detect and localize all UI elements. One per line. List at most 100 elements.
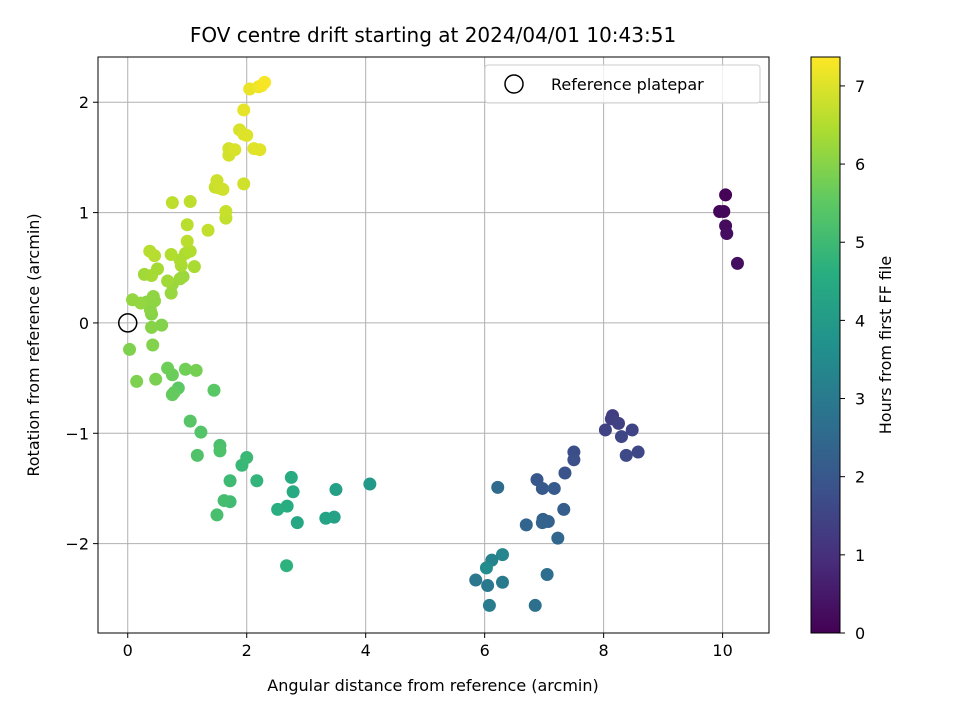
data-point	[183, 195, 197, 209]
data-points	[123, 75, 744, 612]
legend-marker	[504, 74, 524, 94]
x-tick-label: 2	[242, 641, 252, 660]
colorbar-tick-label: 1	[855, 546, 865, 565]
data-point	[161, 274, 175, 288]
data-point	[165, 196, 179, 210]
data-point	[567, 453, 581, 467]
data-point	[551, 531, 565, 545]
data-point	[207, 383, 221, 397]
data-point	[123, 342, 137, 356]
y-axis-label: Rotation from reference (arcmin)	[24, 213, 43, 476]
data-point	[176, 270, 190, 284]
data-point	[148, 249, 162, 263]
data-point	[528, 598, 542, 612]
data-point	[216, 182, 230, 196]
data-point	[201, 223, 215, 237]
colorbar-tick-label: 5	[855, 233, 865, 252]
data-point	[598, 423, 612, 437]
data-point	[223, 474, 237, 488]
data-point	[535, 516, 549, 530]
y-tick-label: −1	[65, 424, 89, 443]
data-point	[228, 143, 242, 157]
data-point	[240, 451, 254, 465]
data-point	[271, 502, 285, 516]
chart-title: FOV centre drift starting at 2024/04/01 …	[190, 23, 676, 47]
colorbar-tick-label: 2	[855, 468, 865, 487]
data-point	[547, 481, 561, 495]
data-point	[258, 75, 272, 89]
x-tick-label: 0	[123, 641, 133, 660]
x-tick-label: 10	[712, 641, 732, 660]
legend-box	[484, 64, 761, 104]
reference-platepar-marker	[117, 313, 138, 333]
data-point	[183, 244, 197, 258]
data-point	[180, 234, 194, 248]
colorbar-label: Hours from first FF file	[876, 256, 895, 435]
colorbar-gradient	[810, 56, 841, 634]
legend-entry-reference-platepar: Reference platepar	[551, 75, 704, 94]
data-point	[134, 296, 148, 310]
colorbar-tick-label: 3	[855, 390, 865, 409]
data-point	[535, 481, 549, 495]
data-point	[479, 561, 493, 575]
data-point	[329, 483, 343, 497]
data-point	[612, 416, 626, 430]
data-point	[146, 338, 160, 352]
data-point	[319, 511, 333, 525]
y-tick-label: 1	[79, 204, 89, 223]
x-axis-ticks: 0 2 4 6 8 10	[123, 633, 733, 660]
data-point	[717, 204, 731, 218]
colorbar-tick-label: 6	[855, 155, 865, 174]
data-point	[187, 260, 201, 274]
data-point	[194, 425, 208, 439]
data-point	[190, 448, 204, 462]
data-point	[496, 548, 510, 562]
data-point	[210, 508, 224, 522]
data-point	[189, 363, 203, 377]
data-point	[719, 188, 733, 202]
colorbar: 0 1 2 3 4 5 6 7 Hours from first FF file	[810, 56, 895, 643]
data-point	[290, 516, 304, 530]
data-point	[165, 388, 179, 402]
data-point	[253, 143, 267, 157]
y-axis-ticks: −2 −1 0 1 2	[65, 93, 98, 554]
data-point	[482, 598, 496, 612]
colorbar-tick-label: 4	[855, 311, 865, 330]
data-point	[286, 485, 300, 499]
data-point	[519, 518, 533, 532]
x-axis-label: Angular distance from reference (arcmin)	[267, 676, 598, 695]
data-point	[284, 470, 298, 484]
plot-frame	[97, 56, 770, 634]
data-point	[146, 289, 160, 303]
data-point	[363, 477, 377, 491]
data-point	[619, 448, 633, 462]
data-point	[557, 502, 571, 516]
data-point	[164, 248, 178, 262]
y-tick-label: 2	[79, 93, 89, 112]
data-point	[130, 374, 144, 388]
data-point	[614, 430, 628, 444]
data-point	[631, 445, 645, 459]
data-point	[469, 573, 483, 587]
grid-lines	[98, 57, 769, 633]
data-point	[217, 494, 231, 508]
data-point	[149, 372, 163, 386]
data-point	[558, 466, 572, 480]
data-point	[491, 480, 505, 494]
y-tick-label: −2	[65, 535, 89, 554]
colorbar-ticks: 0 1 2 3 4 5 6 7	[840, 77, 865, 643]
data-point	[481, 579, 495, 593]
data-point	[237, 177, 251, 191]
data-point	[240, 128, 254, 142]
data-point	[625, 423, 639, 437]
data-point	[280, 559, 294, 573]
data-point	[219, 204, 233, 218]
data-point	[178, 362, 192, 376]
data-point	[730, 256, 744, 270]
data-point	[161, 361, 175, 375]
data-point	[237, 103, 251, 117]
x-tick-label: 4	[361, 641, 371, 660]
data-point	[155, 318, 169, 332]
data-point	[180, 218, 194, 232]
